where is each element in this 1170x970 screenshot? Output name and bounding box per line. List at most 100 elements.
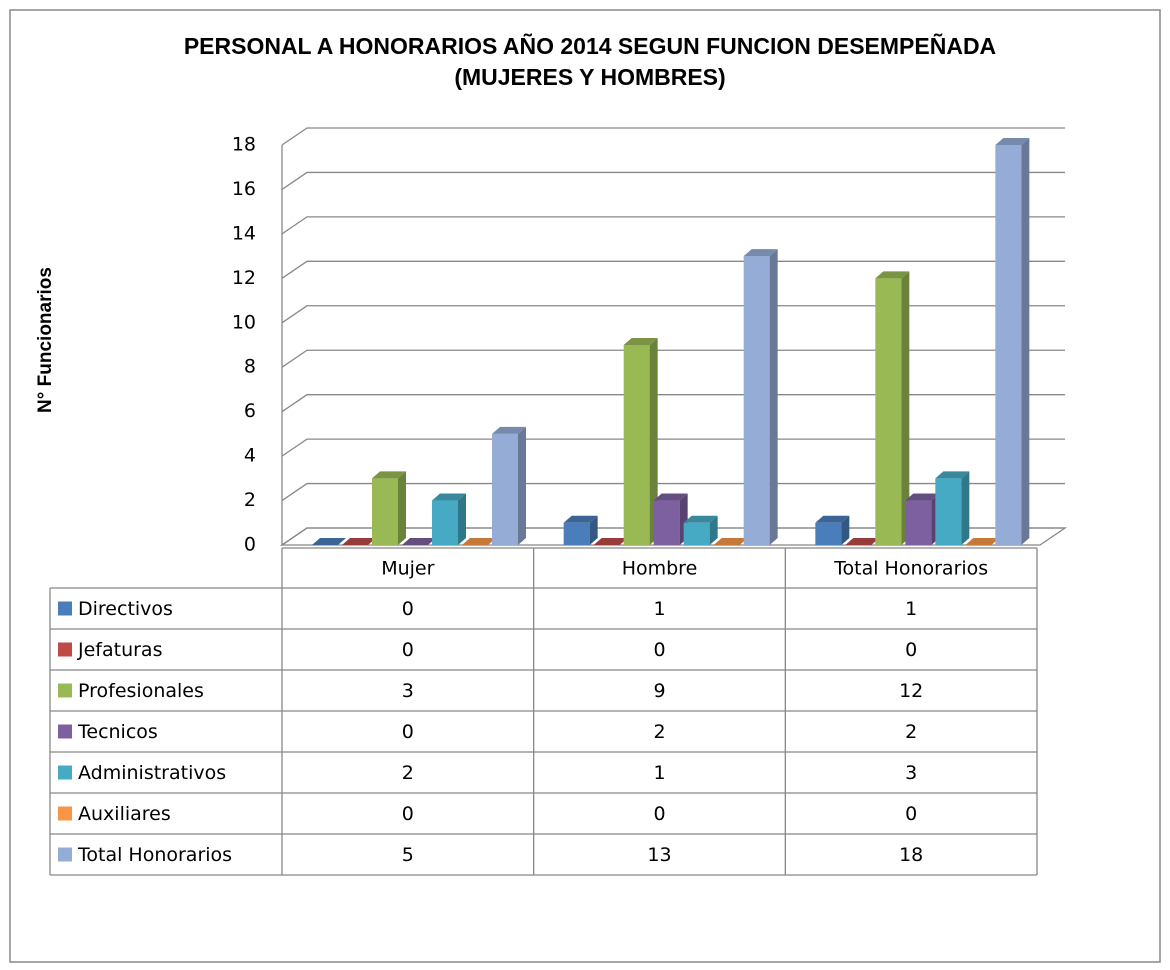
table-value: 2 xyxy=(905,721,917,743)
bar-top xyxy=(402,538,436,545)
legend-label: Tecnicos xyxy=(77,721,158,743)
bar-front xyxy=(653,500,680,545)
bar-top xyxy=(995,138,1030,145)
bar-side xyxy=(769,249,778,545)
bar xyxy=(653,493,688,545)
bar xyxy=(402,538,436,545)
bar-front xyxy=(935,478,962,545)
table-value: 2 xyxy=(653,721,665,743)
bar-side xyxy=(709,515,718,545)
table-value: 9 xyxy=(653,680,665,702)
bar xyxy=(462,538,496,545)
bar xyxy=(875,271,910,545)
bar xyxy=(905,493,940,545)
bar xyxy=(845,538,880,545)
bar-side xyxy=(841,515,850,545)
grid-line xyxy=(281,127,1065,146)
y-tick-label: 4 xyxy=(244,445,256,467)
bar-front xyxy=(905,500,932,545)
bar-top xyxy=(312,538,346,545)
legend-label: Profesionales xyxy=(78,680,204,702)
bar-side xyxy=(1021,138,1030,545)
bar xyxy=(713,538,748,545)
bar-side xyxy=(961,471,970,545)
bar xyxy=(683,515,718,545)
legend-swatch xyxy=(58,683,72,698)
y-tick-label: 8 xyxy=(244,356,256,378)
bar-front xyxy=(875,278,902,545)
bar-front xyxy=(995,145,1022,545)
bar-top xyxy=(815,515,850,523)
table-value: 0 xyxy=(653,639,665,661)
table-value: 1 xyxy=(653,762,665,784)
chart-title: PERSONAL A HONORARIOS AÑO 2014 SEGUN FUN… xyxy=(184,32,996,59)
table-value: 2 xyxy=(402,762,414,784)
bar-side xyxy=(589,515,598,545)
bar-front xyxy=(432,500,458,545)
bar-side xyxy=(518,426,526,545)
legend-label: Jefaturas xyxy=(77,639,162,661)
category-label: Hombre xyxy=(622,558,698,580)
bar-front xyxy=(743,256,770,545)
table-value: 1 xyxy=(653,598,665,620)
y-tick-label: 14 xyxy=(232,222,256,244)
table-value: 0 xyxy=(402,639,414,661)
table-value: 12 xyxy=(899,680,923,702)
legend-swatch xyxy=(58,765,72,780)
table-value: 1 xyxy=(905,598,917,620)
legend-swatch xyxy=(58,847,72,862)
category-label: Mujer xyxy=(381,558,434,580)
grid-line xyxy=(281,394,1065,413)
grid-line xyxy=(281,438,1065,457)
bar-top xyxy=(713,538,748,545)
y-tick-label: 10 xyxy=(232,311,256,333)
table-value: 13 xyxy=(647,844,671,866)
bar-front xyxy=(563,522,590,545)
bar-front xyxy=(623,345,650,545)
bar-top xyxy=(432,493,466,501)
bar xyxy=(312,538,346,545)
grid-line xyxy=(281,305,1065,324)
table-value: 5 xyxy=(402,844,414,866)
bar xyxy=(432,493,466,545)
bar xyxy=(342,538,376,545)
y-tick-label: 16 xyxy=(232,178,256,200)
bar-side xyxy=(398,471,406,545)
bar-side xyxy=(649,338,658,545)
bar xyxy=(563,515,598,545)
grid-line xyxy=(281,260,1065,279)
y-axis-title: N° Funcionarios xyxy=(35,267,56,413)
bar-top xyxy=(845,538,880,545)
grid-line xyxy=(281,216,1065,235)
table-value: 0 xyxy=(905,639,917,661)
y-tick-label: 18 xyxy=(232,134,256,156)
y-tick-label: 12 xyxy=(232,267,256,289)
legend-swatch xyxy=(58,642,72,657)
bar-top xyxy=(965,538,1000,545)
bar-side xyxy=(901,271,910,545)
y-tick-label: 6 xyxy=(244,400,256,422)
bar xyxy=(935,471,970,545)
bar-top xyxy=(653,493,688,501)
bar-top xyxy=(683,515,718,523)
bar xyxy=(372,471,406,545)
bar xyxy=(743,249,778,545)
bar xyxy=(623,338,658,545)
chart-border xyxy=(9,9,1161,963)
table-value: 3 xyxy=(402,680,414,702)
table-value: 3 xyxy=(905,762,917,784)
legend-label: Total Honorarios xyxy=(77,844,232,866)
bar-side xyxy=(458,493,466,545)
bar-front xyxy=(815,522,842,545)
table-value: 0 xyxy=(905,803,917,825)
grid-line xyxy=(281,349,1065,368)
table-value: 18 xyxy=(899,844,923,866)
bar-front xyxy=(683,522,710,545)
table-value: 0 xyxy=(653,803,665,825)
bar-top xyxy=(623,338,658,345)
bar xyxy=(492,426,526,545)
table-value: 0 xyxy=(402,598,414,620)
category-label: Total Honorarios xyxy=(833,558,988,580)
bar xyxy=(995,138,1030,545)
